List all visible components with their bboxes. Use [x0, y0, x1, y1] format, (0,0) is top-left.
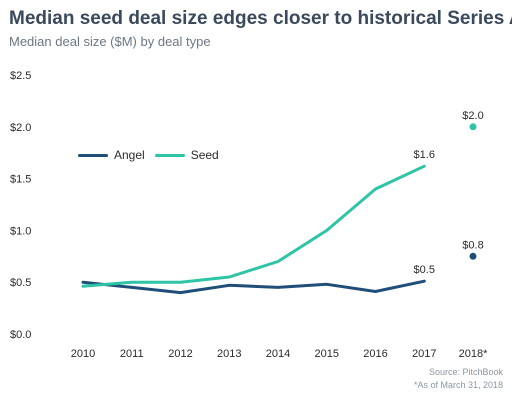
legend-label-angel: Angel [114, 148, 145, 162]
y-tick-label: $1.5 [10, 174, 31, 186]
x-tick-label: 2017 [412, 348, 436, 360]
x-tick-label: 2014 [266, 348, 290, 360]
legend-swatch-seed [154, 153, 185, 157]
x-tick-label: 2010 [71, 348, 95, 360]
legend-item-seed: Seed [154, 148, 219, 162]
series-line-seed [81, 164, 426, 288]
y-tick-label: $0.5 [10, 277, 31, 289]
legend: Angel Seed [78, 148, 229, 162]
x-tick-label: 2018* [459, 348, 488, 360]
y-axis: $0.0 $0.5 $1.0 $1.5 $2.0 $2.5 [10, 70, 31, 341]
x-tick-label: 2015 [315, 348, 339, 360]
x-axis: 2010 2011 2012 2013 2014 2015 2016 2017 2018* [71, 348, 488, 360]
legend-swatch-angel [78, 153, 108, 157]
data-label-seed: $2.0 [462, 110, 483, 122]
x-tick-label: 2013 [217, 348, 241, 360]
footnote: *As of March 31, 2018 [413, 380, 503, 390]
x-tick-label: 2016 [363, 348, 387, 360]
data-point-seed [469, 123, 477, 131]
source-note: Source: PitchBook [428, 367, 503, 377]
data-label-angel: $0.8 [462, 239, 483, 251]
chart-title: Median seed deal size edges closer to hi… [9, 8, 512, 29]
series-line-angel [81, 279, 426, 295]
data-point-angel [469, 252, 477, 260]
y-tick-label: $0.0 [10, 329, 31, 341]
series-layer: $0.5 $0.8 $1.6 $2.0 [81, 110, 484, 295]
y-tick-label: $2.5 [10, 70, 31, 82]
data-label-angel: $0.5 [414, 264, 435, 276]
y-tick-label: $1.0 [10, 225, 31, 237]
legend-item-angel: Angel [78, 148, 145, 162]
data-label-seed: $1.6 [414, 149, 435, 161]
legend-label-seed: Seed [190, 148, 219, 162]
x-tick-label: 2012 [168, 348, 192, 360]
x-tick-label: 2011 [120, 348, 144, 360]
chart-subtitle: Median deal size ($M) by deal type [9, 34, 211, 49]
y-tick-label: $2.0 [10, 122, 31, 134]
